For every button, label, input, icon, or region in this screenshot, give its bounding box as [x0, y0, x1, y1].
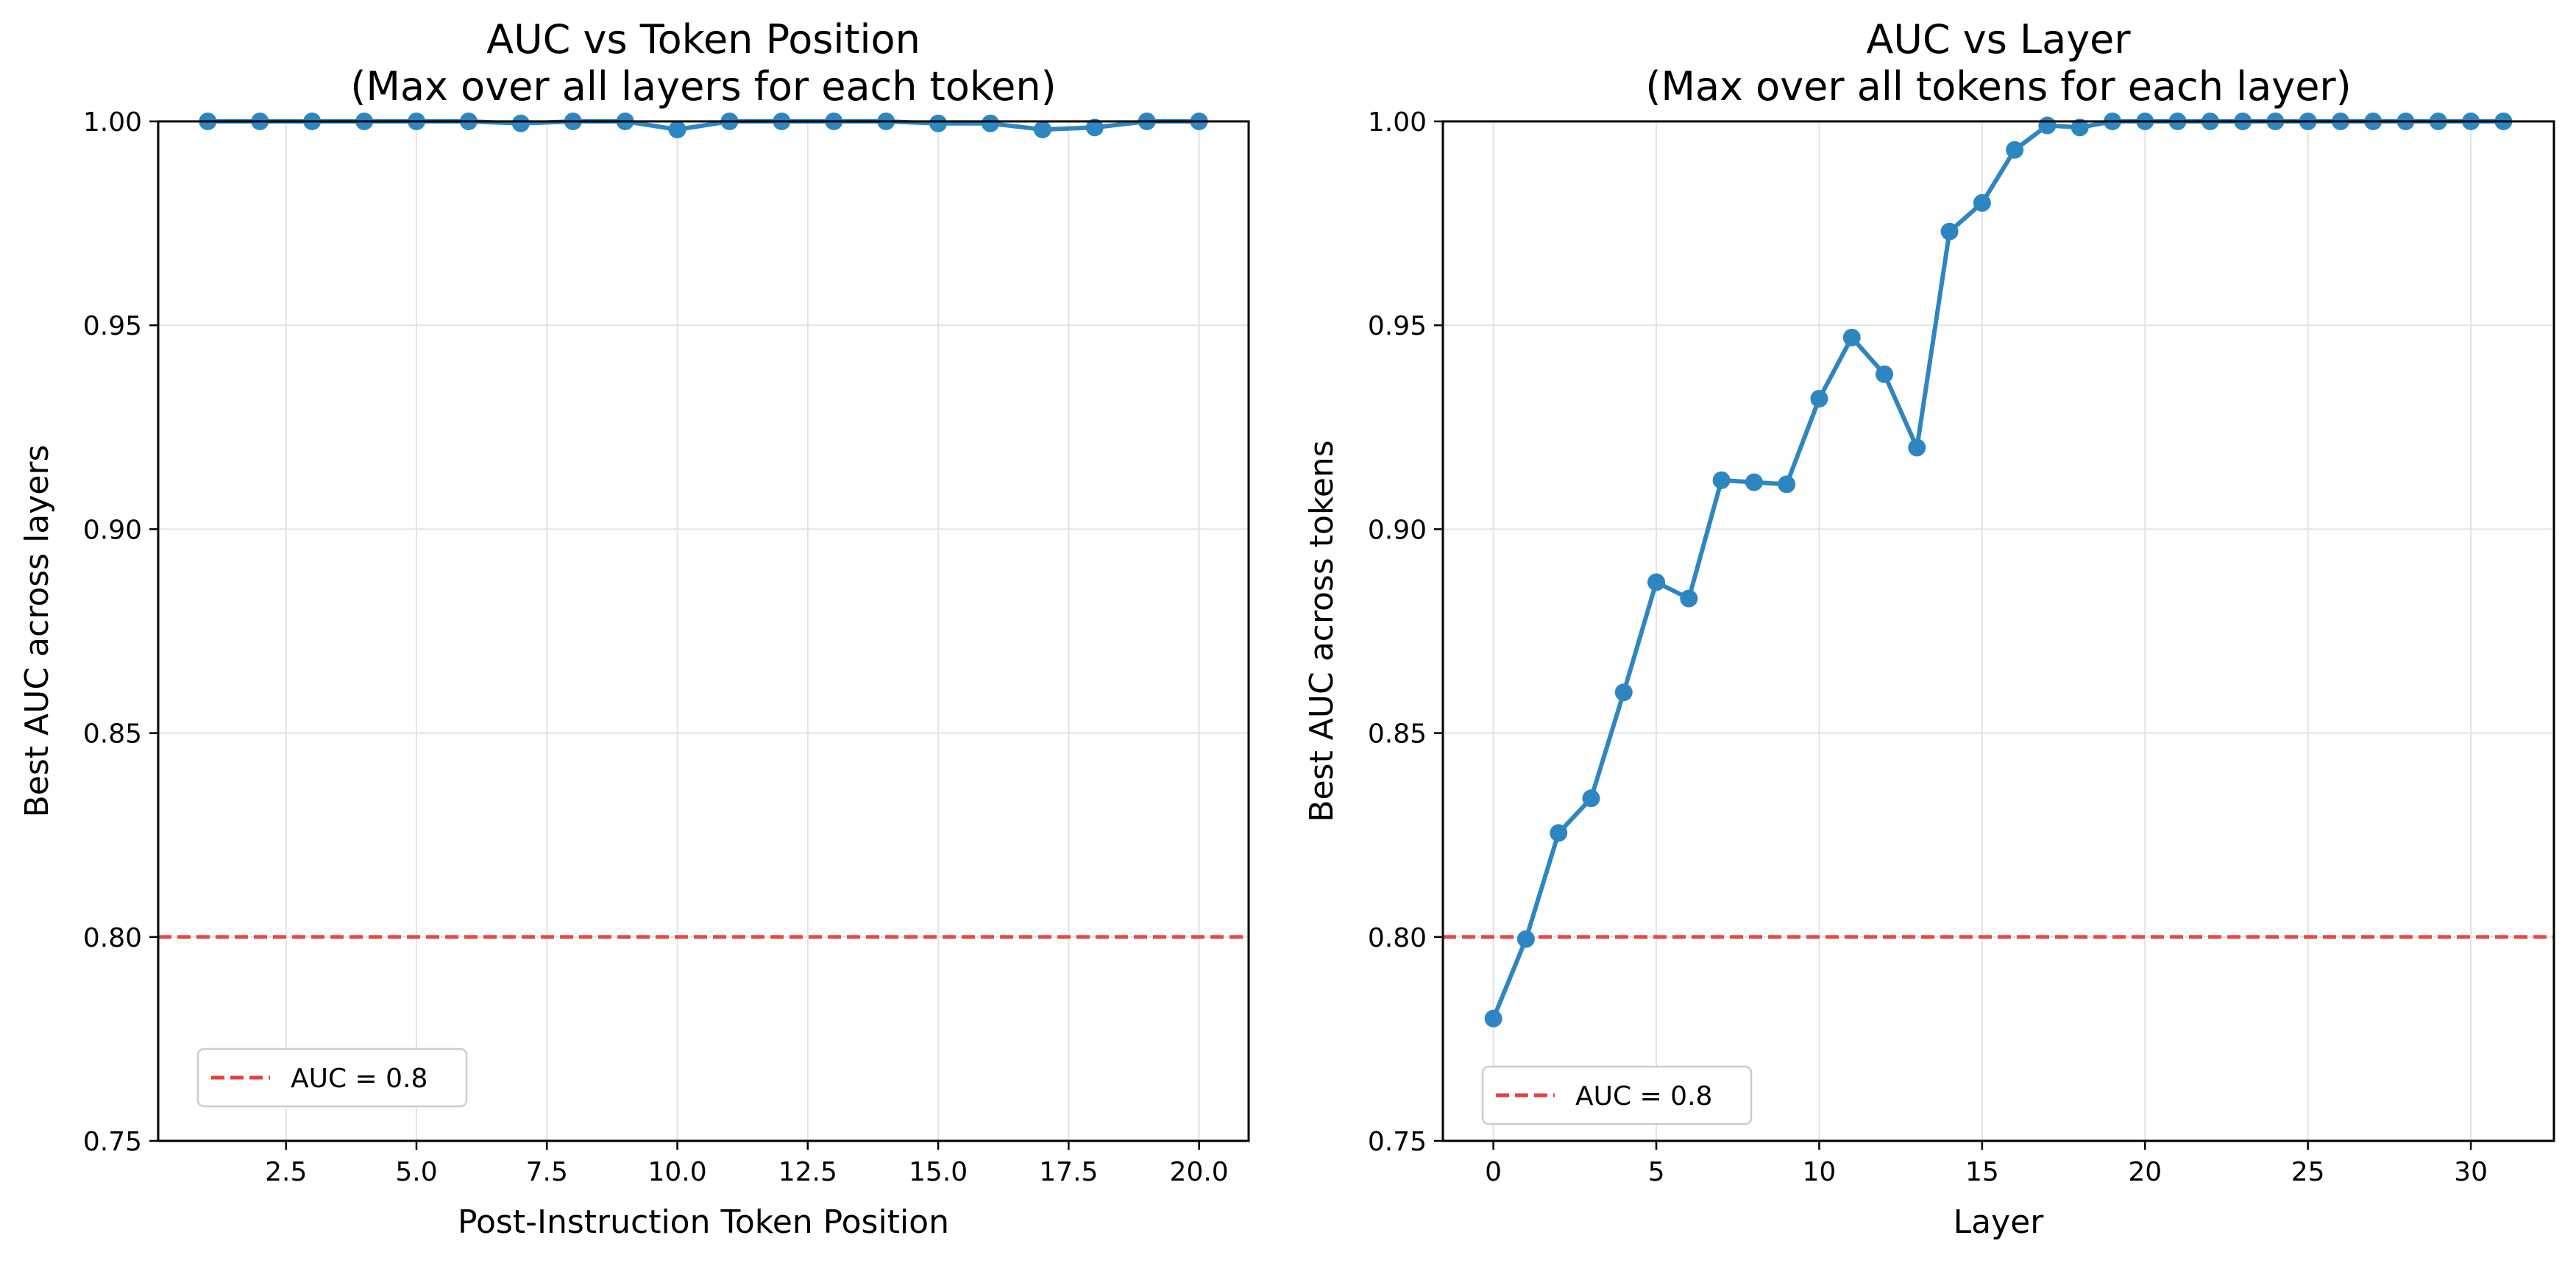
- data-point: [1745, 473, 1763, 491]
- y-tick-label: 0.85: [1368, 719, 1427, 750]
- y-tick-label: 0.75: [1368, 1127, 1427, 1157]
- data-point: [982, 114, 999, 132]
- chart-subtitle: (Max over all tokens for each layer): [1645, 63, 2351, 110]
- data-point: [1973, 193, 1991, 212]
- axes-frame: [157, 120, 1250, 1142]
- y-tick-label: 0.95: [83, 311, 142, 341]
- data-point: [2038, 116, 2057, 135]
- x-tick-label: 20.0: [1170, 1157, 1229, 1187]
- data-point: [1940, 222, 1959, 241]
- y-tick-label: 0.95: [1368, 311, 1427, 341]
- x-tick-label: 2.5: [265, 1157, 307, 1187]
- x-tick-label: 25: [2291, 1157, 2325, 1187]
- data-point: [1582, 789, 1600, 808]
- data-point: [1033, 121, 1051, 139]
- y-tick-label: 0.80: [1368, 923, 1427, 953]
- data-point: [1614, 683, 1633, 702]
- data-point: [1484, 1009, 1502, 1028]
- data-point: [1810, 389, 1828, 408]
- legend: AUC = 0.8: [1481, 1065, 1753, 1125]
- legend-label: AUC = 0.8: [1575, 1081, 1712, 1111]
- data-point: [668, 121, 686, 139]
- chart-subtitle: (Max over all layers for each token): [350, 63, 1056, 110]
- data-point: [1550, 824, 1568, 842]
- x-tick-label: 30: [2454, 1157, 2488, 1187]
- x-tick-label: 20: [2128, 1157, 2162, 1187]
- x-tick-label: 5.0: [395, 1157, 437, 1187]
- y-tick-label: 1.00: [1368, 107, 1427, 138]
- data-point: [1842, 328, 1861, 346]
- data-point: [1085, 118, 1104, 137]
- legend-label: AUC = 0.8: [291, 1064, 427, 1094]
- y-tick-label: 0.80: [83, 923, 142, 953]
- data-point: [511, 114, 530, 132]
- data-point: [1778, 475, 1796, 494]
- series-line: [1491, 119, 2504, 1020]
- x-tick-label: 17.5: [1039, 1157, 1098, 1187]
- x-tick-label: 5: [1648, 1157, 1665, 1187]
- x-tick-label: 0: [1485, 1157, 1502, 1187]
- y-tick-label: 0.75: [83, 1127, 142, 1157]
- x-tick-label: 15.0: [909, 1157, 968, 1187]
- y-tick-label: 0.90: [1368, 515, 1427, 545]
- x-tick-label: 15: [1965, 1157, 1999, 1187]
- y-axis-label: Best AUC across tokens: [1303, 440, 1341, 822]
- x-tick-label: 10.0: [647, 1157, 706, 1187]
- data-point: [1680, 589, 1698, 608]
- data-point: [1908, 438, 1926, 457]
- data-point: [1876, 365, 1894, 383]
- chart-panel-1: 2.5 5.0 7.5 10.0 12.5 15.0 17.5 20.0 0.75 0.80 0.8…: [18, 16, 1250, 1241]
- legend: AUC = 0.8: [196, 1047, 468, 1108]
- x-tick-label: 10: [1803, 1157, 1837, 1187]
- legend-box: [196, 1047, 468, 1108]
- data-point: [1647, 573, 1666, 591]
- x-tick-label: 7.5: [526, 1157, 568, 1187]
- y-axis-label: Best AUC across layers: [18, 445, 56, 818]
- x-axis-label: Layer: [1954, 1203, 2045, 1241]
- y-tick-label: 1.00: [83, 107, 142, 138]
- y-tick-label: 0.90: [83, 515, 142, 545]
- x-axis-label: Post-Instruction Token Position: [458, 1203, 949, 1241]
- data-point: [2071, 118, 2089, 137]
- data-point: [1516, 930, 1535, 948]
- axes-frame: [1441, 120, 2555, 1142]
- chart-title: AUC vs Layer: [1866, 16, 2131, 63]
- y-tick-label: 0.85: [83, 719, 142, 750]
- chart-title: AUC vs Token Position: [486, 16, 920, 63]
- legend-box: [1481, 1065, 1753, 1125]
- x-tick-label: 12.5: [778, 1157, 837, 1187]
- data-point: [929, 114, 948, 132]
- chart-panel-2: 0 5 10 15 20 25 30 0.75 0.80 0.85 0.90 0.95 1.00 AUC …: [1303, 16, 2555, 1241]
- data-point: [2006, 140, 2024, 159]
- data-point: [1712, 471, 1731, 489]
